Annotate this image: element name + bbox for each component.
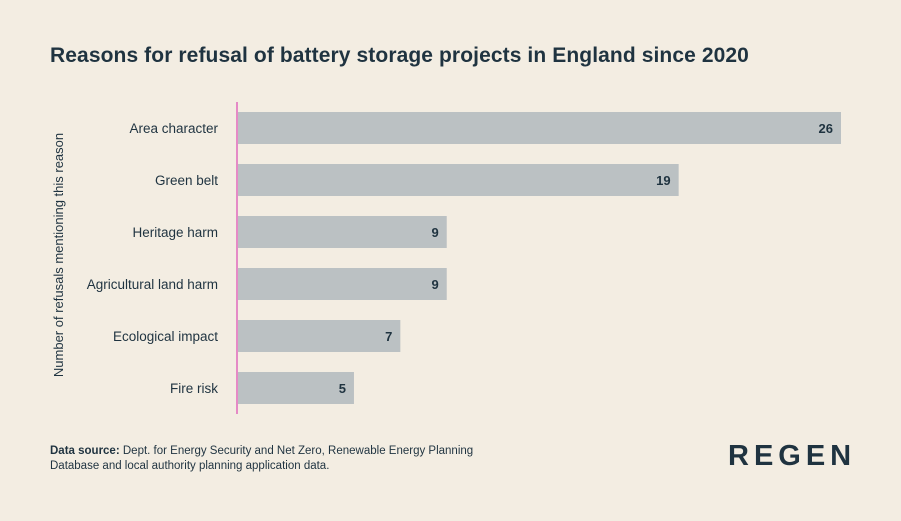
chart-title: Reasons for refusal of battery storage p… <box>50 44 749 67</box>
data-label: 7 <box>385 329 392 344</box>
category-label: Fire risk <box>170 381 218 396</box>
data-label: 19 <box>656 173 670 188</box>
category-label: Area character <box>129 121 218 136</box>
bar-ecological-impact <box>238 320 401 352</box>
category-label: Agricultural land harm <box>87 277 218 292</box>
data-source-text: Dept. for Energy Security and Net Zero, … <box>50 445 474 472</box>
bar-area-character <box>238 112 841 144</box>
y-axis-label: Number of refusals mentioning this reaso… <box>51 133 66 377</box>
data-label: 9 <box>431 277 438 292</box>
bar-fire-risk <box>238 372 354 404</box>
data-source-note: Data source: Dept. for Energy Security a… <box>50 444 480 474</box>
category-label: Ecological impact <box>113 329 218 344</box>
data-source-label: Data source: <box>50 445 120 457</box>
bar-heritage-harm <box>238 216 447 248</box>
category-label: Green belt <box>155 173 218 188</box>
data-label: 26 <box>819 121 833 136</box>
regen-logo: REGEN <box>728 440 857 472</box>
data-label: 5 <box>339 381 346 396</box>
category-label: Heritage harm <box>132 225 218 240</box>
data-label: 9 <box>431 225 438 240</box>
bar-agricultural-land-harm <box>238 268 447 300</box>
bar-green-belt <box>238 164 679 196</box>
